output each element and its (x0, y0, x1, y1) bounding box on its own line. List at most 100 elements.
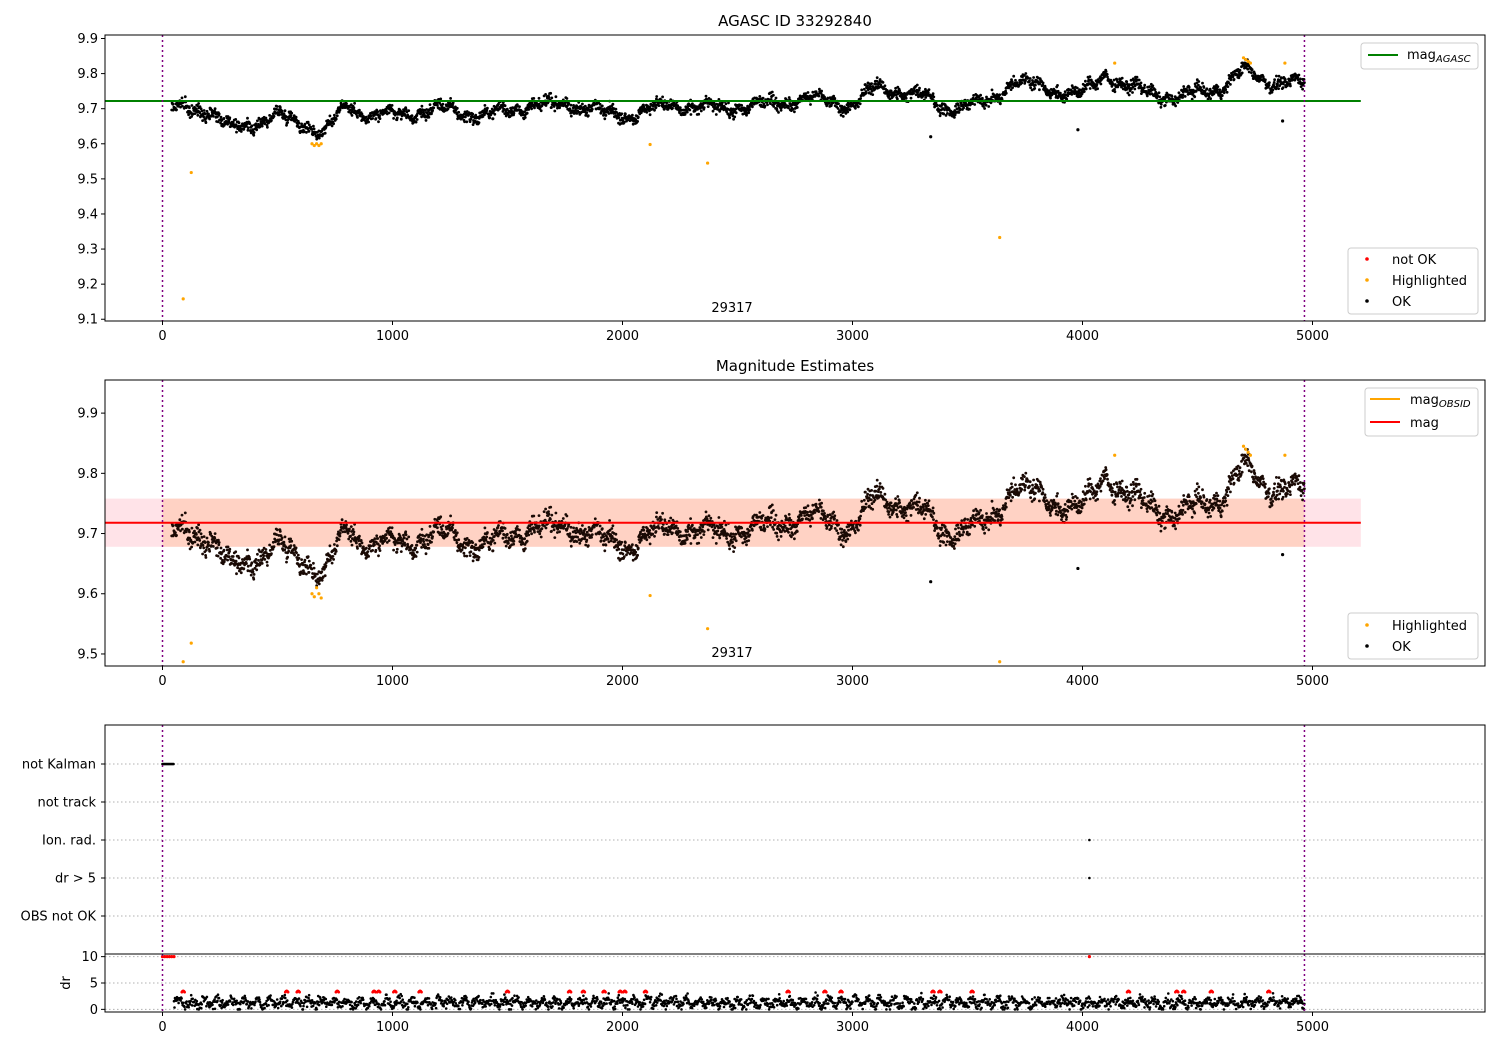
top-ok-point (1237, 76, 1241, 80)
middle-ok-point (697, 541, 701, 545)
middle-ok-point (414, 546, 418, 550)
top-ok-point (501, 110, 505, 113)
middle-ok-point (392, 548, 395, 552)
top-ok-point (657, 104, 661, 107)
top-ok-point (565, 97, 569, 100)
top-ok-point (622, 120, 626, 124)
top-ok-point (537, 96, 541, 100)
top-ok-point (1139, 81, 1143, 85)
middle-ok-point (175, 534, 178, 537)
middle-ok-point (823, 512, 826, 515)
middle-ok-point (818, 498, 821, 502)
top-ok-point (217, 112, 221, 116)
middle-ok-point (817, 510, 821, 513)
top-ok-point (1246, 67, 1250, 71)
middle-ok-point (196, 526, 199, 530)
middle-ok-point (759, 525, 763, 529)
middle-ok-point (476, 558, 480, 562)
top-ok-point (1157, 91, 1161, 95)
top-ok-point (289, 114, 293, 118)
top-ok-point (714, 113, 718, 116)
middle-ok-point (833, 514, 837, 518)
middle-ok-point (365, 546, 368, 550)
middle-ok-point (547, 512, 551, 516)
top-ok-point (624, 112, 627, 116)
middle-ok-point (693, 536, 697, 539)
top-ok-point (860, 88, 864, 92)
middle-ok-point (830, 524, 833, 528)
top-ok-point (1250, 68, 1254, 71)
top-ok-point (1076, 128, 1080, 132)
top-ok-point (1216, 85, 1220, 88)
middle-ok-point (740, 526, 744, 530)
middle-ok-point (622, 555, 626, 559)
middle-ok-point (503, 527, 507, 530)
top-ok-point (374, 117, 378, 120)
middle-ok-point (788, 523, 792, 527)
top-ok-point (678, 111, 681, 114)
top-ok-point (530, 107, 533, 111)
middle-ok-point (255, 568, 259, 572)
middle-ok-point (464, 546, 467, 550)
top-ok-point (369, 114, 373, 118)
middle-ok-point (734, 539, 738, 543)
middle-ok-point (549, 505, 553, 509)
top-ok-point (841, 115, 845, 118)
top-ok-point (1049, 96, 1052, 100)
middle-ok-point (369, 544, 373, 548)
middle-ok-point (263, 558, 267, 561)
top-ok-point (388, 103, 392, 107)
top-ok-point (689, 113, 693, 116)
top-ok-point (270, 119, 273, 122)
middle-ok-point (285, 560, 288, 564)
middle-ok-point (835, 519, 839, 522)
top-ok-point (1151, 84, 1155, 88)
top-ok-point (353, 101, 356, 105)
middle-ok-point (195, 533, 198, 536)
top-legend-ok-swatch (1365, 299, 1369, 303)
top-y-tick-label: 9.2 (77, 278, 98, 293)
top-ok-point (376, 110, 380, 113)
top-ok-point (724, 102, 728, 106)
top-ok-point (1267, 83, 1271, 87)
middle-ok-point (181, 527, 184, 531)
middle-ok-point (676, 527, 680, 530)
middle-ok-point (334, 550, 338, 553)
middle-ok-point (211, 545, 215, 548)
top-ok-point (718, 109, 722, 113)
top-ok-point (1056, 84, 1059, 87)
top-ok-point (864, 90, 868, 93)
top-ok-point (871, 93, 875, 96)
top-ok-point (604, 114, 608, 117)
middle-ok-point (349, 534, 352, 538)
top-ok-point (725, 110, 728, 113)
middle-ok-point (751, 528, 754, 532)
top-ok-point (600, 104, 604, 108)
top-ok-point (973, 103, 977, 106)
middle-ok-point (375, 534, 379, 538)
middle-ok-point (377, 554, 380, 558)
middle-ok-point (493, 541, 497, 545)
top-ok-point (335, 114, 339, 118)
middle-ok-point (205, 536, 209, 540)
top-ok-point (747, 111, 751, 115)
middle-ok-point (497, 524, 500, 527)
middle-ok-point (234, 559, 238, 563)
top-ok-point (483, 104, 487, 107)
top-ok-point (614, 107, 618, 111)
top-ok-point (1105, 73, 1109, 76)
top-ok-point (874, 82, 878, 86)
middle-ok-point (657, 526, 661, 530)
middle-ok-point (537, 514, 541, 517)
middle-ok-point (838, 537, 842, 541)
top-ok-point (631, 122, 635, 126)
top-ok-point (655, 95, 659, 98)
middle-ok-point (312, 566, 316, 570)
top-ok-point (248, 122, 252, 125)
middle-ok-point (777, 538, 780, 542)
middle-ok-point (305, 572, 308, 576)
middle-ok-point (209, 532, 213, 535)
top-ok-point (586, 114, 590, 118)
middle-ok-point (272, 545, 276, 548)
middle-ok-point (287, 549, 291, 553)
